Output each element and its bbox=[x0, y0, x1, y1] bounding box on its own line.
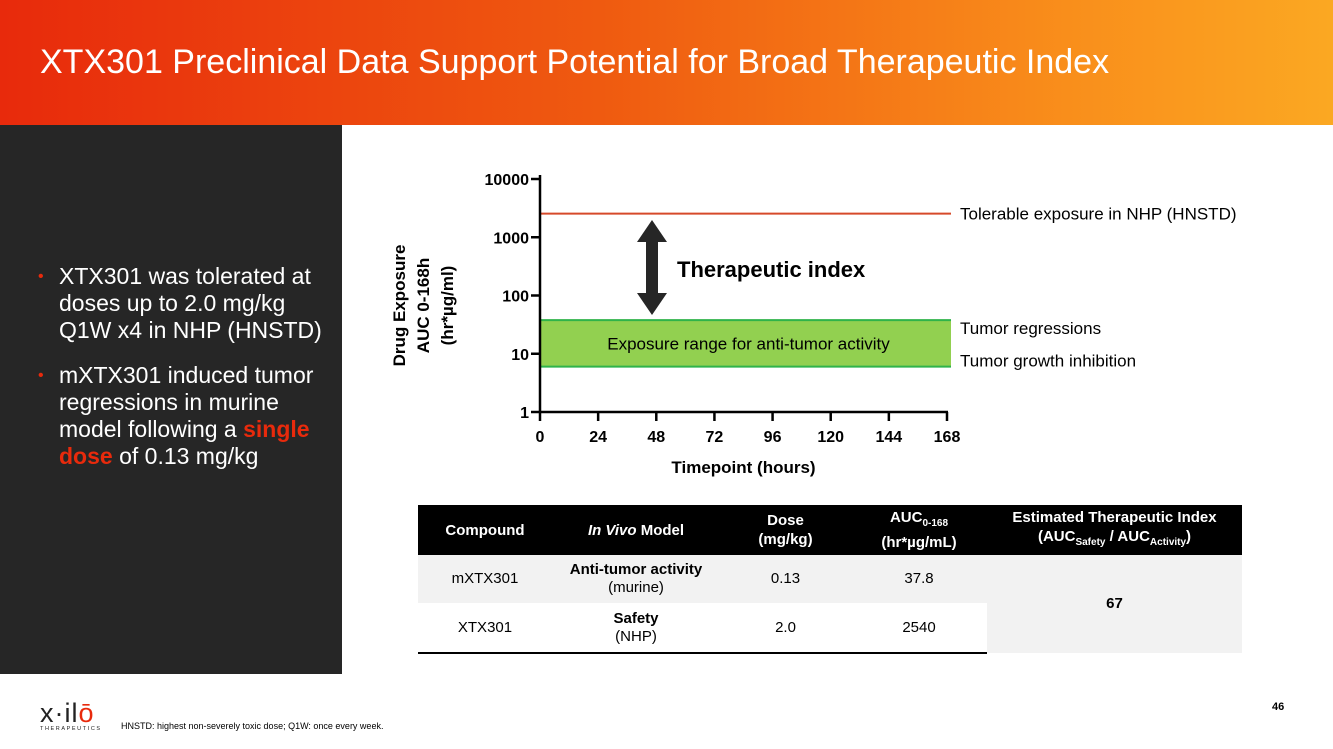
x-tick-label: 72 bbox=[706, 429, 724, 446]
title-banner: XTX301 Preclinical Data Support Potentia… bbox=[0, 0, 1333, 125]
footnote: HNSTD: highest non-severely toxic dose; … bbox=[121, 721, 384, 731]
cell-auc: 37.8 bbox=[851, 555, 987, 604]
cell-model: Anti-tumor activity (murine) bbox=[552, 555, 720, 604]
bullet-item: • mXTX301 induced tumor regressions in mu… bbox=[38, 362, 328, 470]
header-dose: Dose (mg/kg) bbox=[720, 505, 851, 555]
x-tick-label: 120 bbox=[817, 429, 844, 446]
page-number: 46 bbox=[1272, 701, 1285, 713]
y-axis-title-line: AUC 0-168h bbox=[414, 258, 433, 353]
x-tick-label: 24 bbox=[589, 429, 607, 446]
sidebar-panel: • XTX301 was tolerated at doses up to 2.0… bbox=[0, 125, 342, 674]
band-lower-label: Tumor growth inhibition bbox=[960, 352, 1136, 371]
reference-line-label: Tolerable exposure in NHP (HNSTD) bbox=[960, 205, 1237, 224]
table-row: XTX301 Safety (NHP) 2.0 2540 bbox=[418, 603, 1242, 654]
cell-dose: 2.0 bbox=[720, 603, 851, 654]
cell-auc: 2540 bbox=[851, 603, 987, 654]
page-title: XTX301 Preclinical Data Support Potentia… bbox=[40, 43, 1110, 81]
cell-dose: 0.13 bbox=[720, 555, 851, 604]
logo-wordmark: x·ilō bbox=[40, 698, 95, 728]
cell-therapeutic-index: 67 bbox=[987, 555, 1242, 654]
x-tick-label: 0 bbox=[536, 429, 545, 446]
exposure-chart: Exposure range for anti-tumor activity To… bbox=[390, 172, 1237, 477]
therapeutic-index-annotation: Therapeutic index bbox=[677, 257, 866, 282]
header-compound: Compound bbox=[418, 505, 552, 555]
bullet-dot-icon: • bbox=[38, 367, 44, 384]
table-row: mXTX301 Anti-tumor activity (murine) 0.13… bbox=[418, 555, 1242, 654]
logo-tagline: THERAPEUTICS bbox=[40, 726, 102, 732]
double-arrow-icon bbox=[637, 220, 667, 315]
x-tick-label: 168 bbox=[934, 429, 961, 446]
bullet-text: XTX301 was tolerated at doses up to 2.0 … bbox=[59, 263, 322, 343]
cell-model: Safety (NHP) bbox=[552, 603, 720, 654]
y-tick-label: 100 bbox=[502, 289, 529, 306]
header-model: In Vivo Model bbox=[552, 505, 720, 555]
bullet-emphasis: single dose bbox=[59, 416, 310, 469]
header-therapeutic-index: Estimated Therapeutic Index (AUCSafety / … bbox=[987, 505, 1242, 555]
y-tick-label: 1 bbox=[520, 405, 529, 422]
y-tick-label: 1000 bbox=[493, 230, 529, 247]
x-axis-title: Timepoint (hours) bbox=[671, 458, 815, 477]
y-tick-label: 10 bbox=[511, 347, 529, 364]
band-label: Exposure range for anti-tumor activity bbox=[607, 334, 890, 353]
exposure-band bbox=[540, 320, 951, 367]
bullet-list: • XTX301 was tolerated at doses up to 2.0… bbox=[38, 263, 328, 488]
y-tick-label: 10000 bbox=[485, 172, 530, 189]
x-tick-label: 144 bbox=[876, 429, 903, 446]
cell-compound: XTX301 bbox=[418, 603, 552, 654]
cell-compound: mXTX301 bbox=[418, 555, 552, 604]
bullet-item: • XTX301 was tolerated at doses up to 2.0… bbox=[38, 263, 328, 344]
bullet-text-end: of 0.13 mg/kg bbox=[112, 443, 259, 469]
x-tick-label: 48 bbox=[647, 429, 665, 446]
header-auc: AUC0-168 (hr*µg/mL) bbox=[851, 505, 987, 555]
bullet-text-start: mXTX301 induced tumor regressions in mur… bbox=[59, 362, 314, 442]
bullet-dot-icon: • bbox=[38, 268, 44, 285]
y-axis-title-line: Drug Exposure bbox=[390, 245, 409, 367]
band-upper-label: Tumor regressions bbox=[960, 319, 1101, 338]
company-logo: x·ilō THERAPEUTICS bbox=[40, 700, 120, 736]
y-axis-title-line: (hr*µg/ml) bbox=[438, 266, 457, 346]
x-tick-label: 96 bbox=[764, 429, 782, 446]
table-header-row: Compound In Vivo Model Dose (mg/kg) AUC0-… bbox=[418, 505, 1242, 555]
therapeutic-index-table: Compound In Vivo Model Dose (mg/kg) AUC0-… bbox=[418, 505, 1242, 654]
